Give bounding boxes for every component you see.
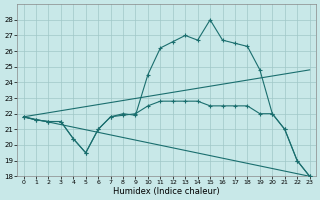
X-axis label: Humidex (Indice chaleur): Humidex (Indice chaleur) [113, 187, 220, 196]
